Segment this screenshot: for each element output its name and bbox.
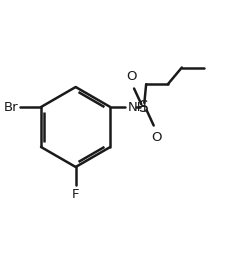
Text: S: S [139,100,149,115]
Text: O: O [151,131,162,144]
Text: O: O [126,70,137,84]
Text: Br: Br [4,101,18,114]
Text: F: F [72,188,79,201]
Text: NH: NH [128,101,148,114]
